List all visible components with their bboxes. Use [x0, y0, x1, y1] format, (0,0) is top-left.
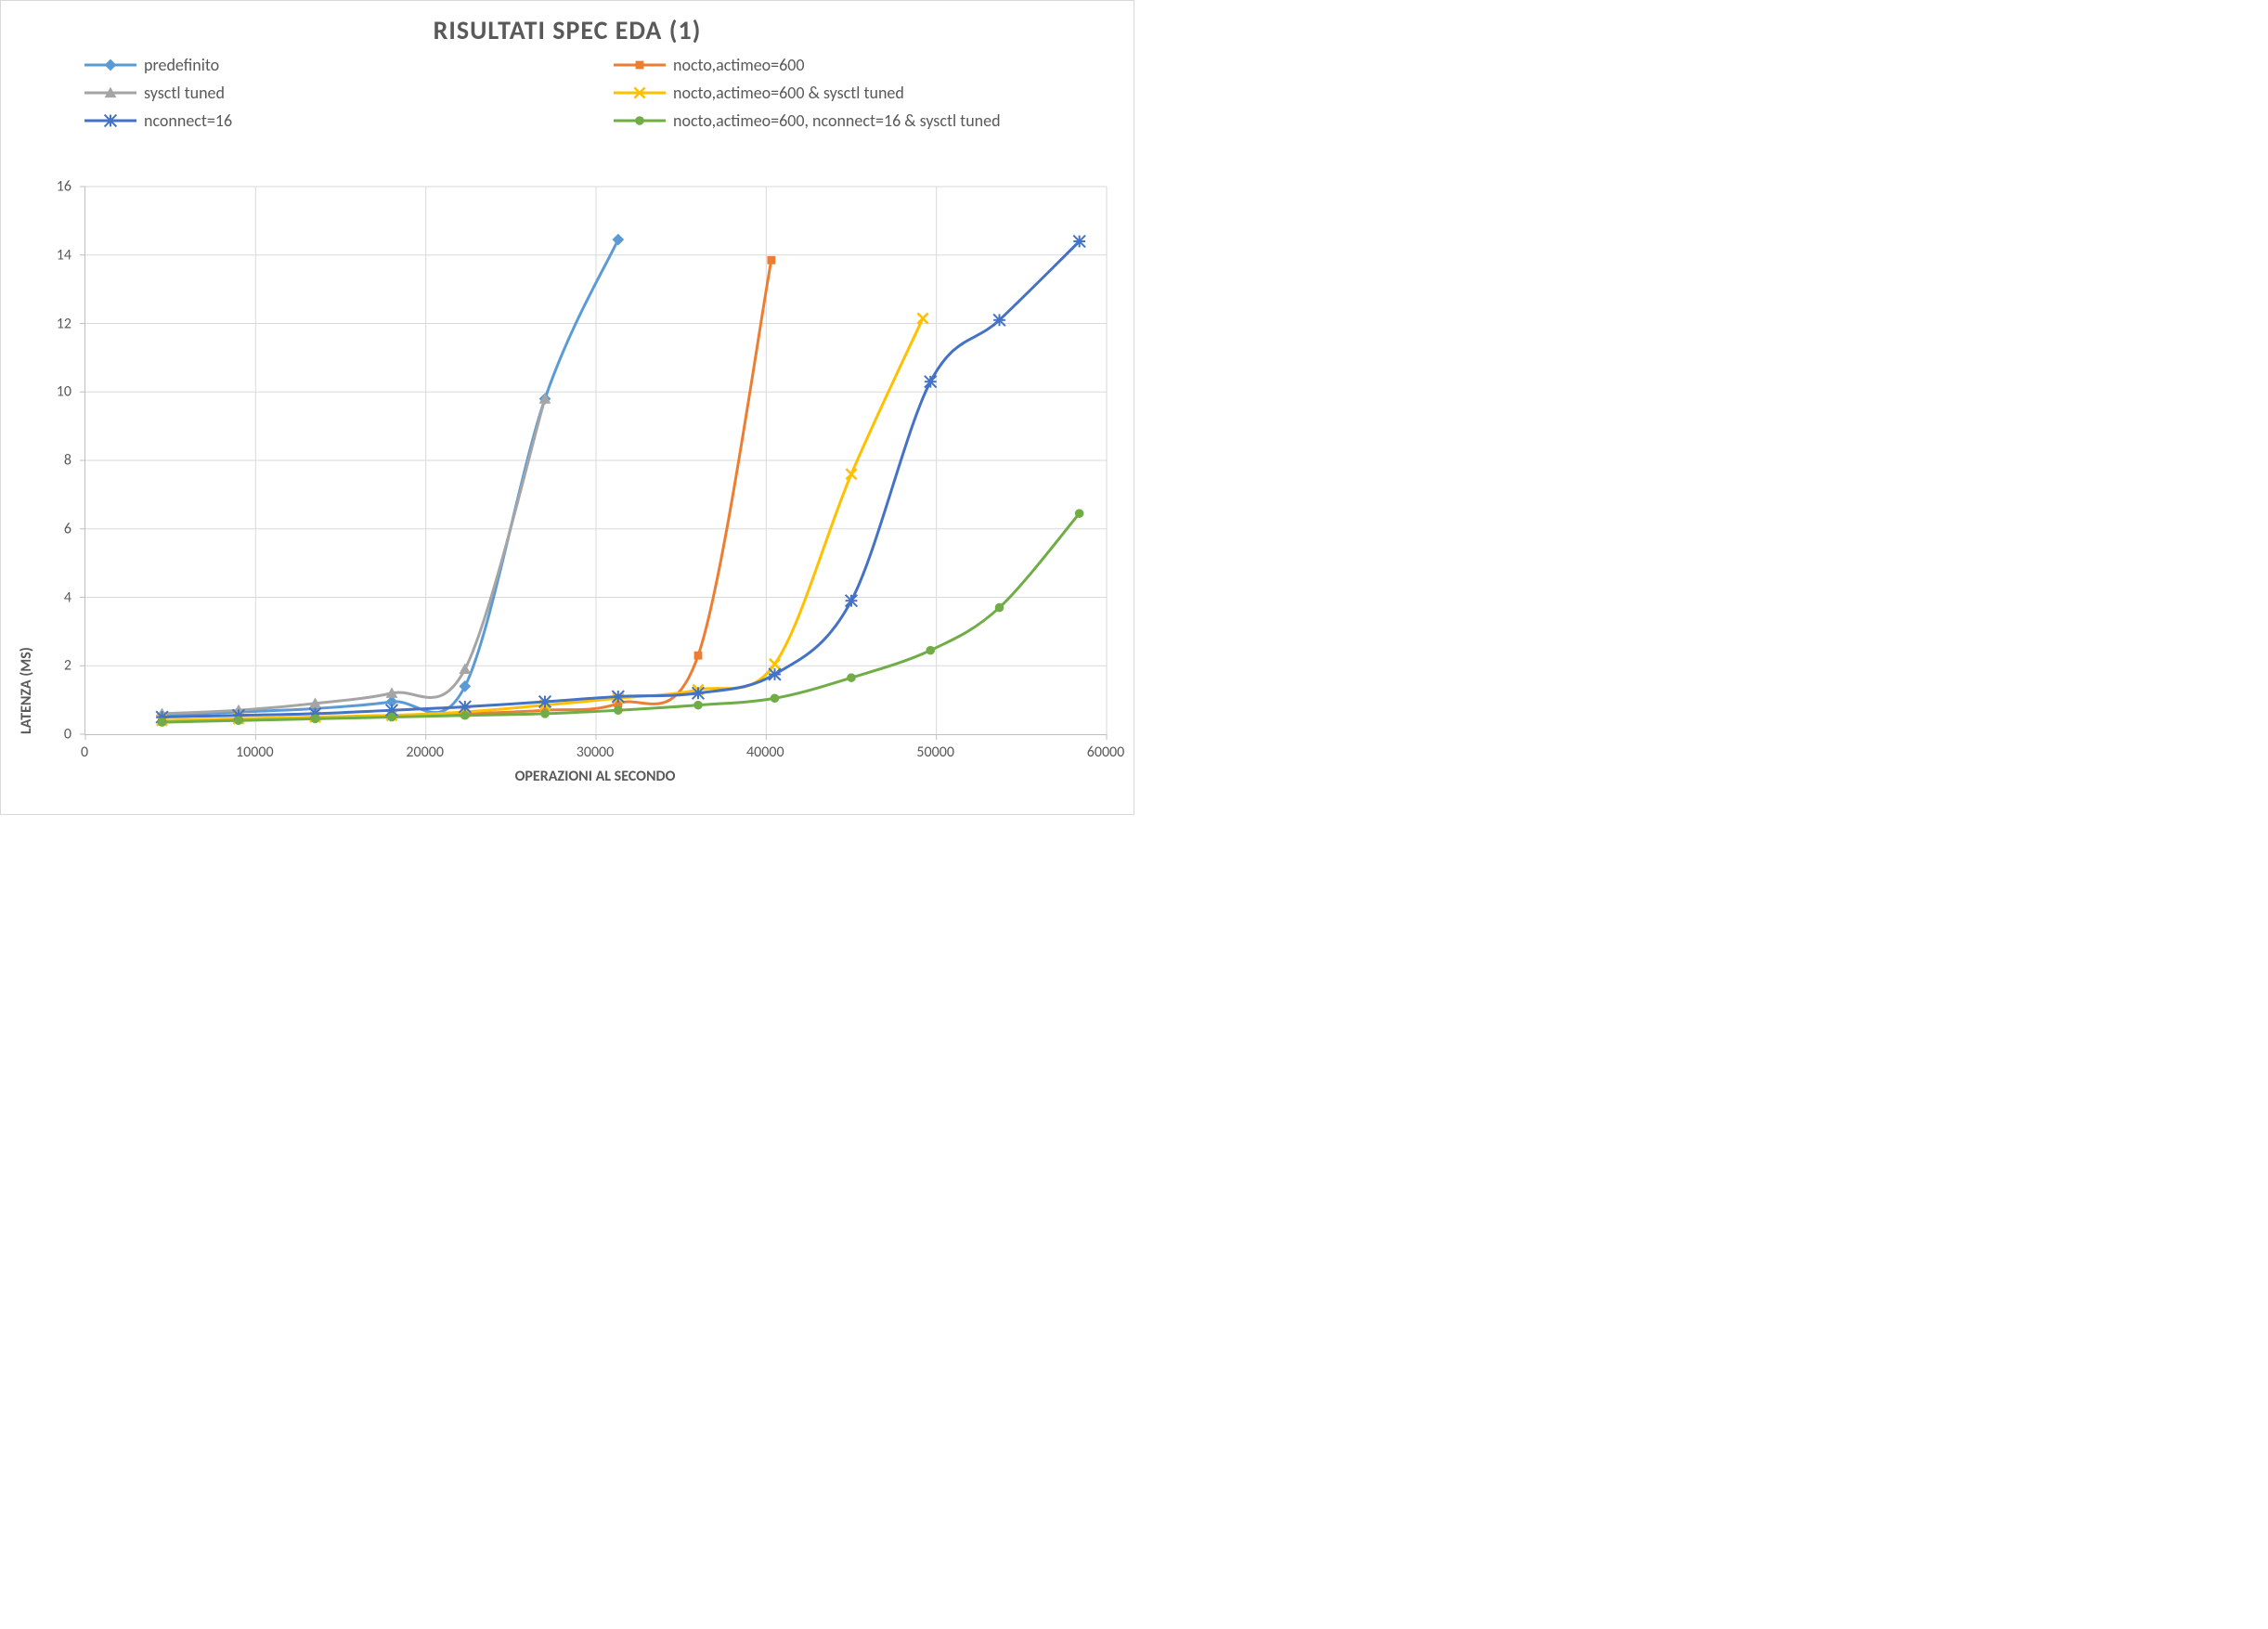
- legend-swatch: [614, 112, 666, 129]
- marker-circle: [771, 693, 780, 703]
- y-tick-label: 6: [64, 520, 71, 537]
- marker-asterisk: [612, 691, 624, 703]
- x-tick-label: 30000: [577, 743, 615, 761]
- series-line: [162, 318, 924, 720]
- legend-label: nconnect=16: [144, 110, 232, 131]
- series-line: [162, 239, 618, 716]
- marker-circle: [234, 716, 243, 725]
- series-line: [162, 260, 771, 720]
- marker-asterisk: [105, 115, 117, 127]
- y-tick-label: 12: [57, 315, 71, 332]
- legend-item: nocto,actimeo=600 & sysctl tuned: [614, 83, 1106, 103]
- x-tick-label: 60000: [1087, 743, 1125, 761]
- marker-circle: [540, 709, 550, 718]
- marker-circle: [635, 116, 644, 125]
- marker-circle: [847, 673, 856, 682]
- marker-circle: [311, 715, 320, 724]
- legend-label: predefinito: [144, 55, 219, 75]
- legend-swatch: [614, 57, 666, 73]
- x-tick-label: 0: [81, 743, 88, 761]
- legend-swatch: [84, 57, 136, 73]
- marker-x: [846, 469, 856, 479]
- x-tick-label: 10000: [236, 743, 274, 761]
- marker-circle: [158, 718, 167, 727]
- marker-diamond: [459, 680, 471, 692]
- plot-area: [84, 187, 1107, 735]
- legend-item: sysctl tuned: [84, 83, 577, 103]
- y-tick-label: 4: [64, 588, 71, 606]
- marker-circle: [460, 711, 470, 720]
- legend-item: nconnect=16: [84, 110, 577, 131]
- legend-label: nocto,actimeo=600, nconnect=16 & sysctl …: [673, 110, 1001, 131]
- chart-title: RISULTATI SPEC EDA (1): [1, 1, 1134, 46]
- y-axis-label: LATENZA (MS): [18, 187, 35, 734]
- legend-label: sysctl tuned: [144, 83, 225, 103]
- marker-square: [694, 652, 703, 660]
- marker-asterisk: [993, 314, 1005, 326]
- series-line: [162, 399, 546, 714]
- legend-label: nocto,actimeo=600 & sysctl tuned: [673, 83, 904, 103]
- y-tick-label: 2: [64, 657, 71, 675]
- x-tick-label: 50000: [916, 743, 954, 761]
- marker-asterisk: [925, 376, 937, 388]
- marker-diamond: [105, 59, 117, 71]
- marker-x: [770, 659, 780, 669]
- marker-diamond: [612, 234, 624, 246]
- marker-triangle: [459, 664, 471, 675]
- marker-square: [636, 61, 644, 70]
- y-tick-label: 10: [57, 383, 71, 401]
- marker-circle: [995, 603, 1004, 613]
- legend-swatch: [84, 112, 136, 129]
- legend-item: predefinito: [84, 55, 577, 75]
- legend: predefinito nocto,actimeo=600 sysctl tuned…: [84, 55, 1106, 131]
- y-tick-label: 14: [57, 246, 71, 264]
- plot-svg: [85, 187, 1107, 734]
- marker-circle: [926, 646, 935, 655]
- marker-circle: [387, 713, 396, 722]
- marker-asterisk: [1073, 236, 1085, 248]
- x-tick-label: 40000: [746, 743, 784, 761]
- marker-circle: [614, 705, 623, 715]
- legend-item: nocto,actimeo=600: [614, 55, 1106, 75]
- marker-square: [767, 256, 775, 265]
- marker-circle: [1075, 509, 1084, 518]
- y-tick-label: 0: [64, 726, 71, 743]
- marker-asterisk: [846, 595, 858, 607]
- legend-swatch: [614, 84, 666, 101]
- x-axis-label: OPERAZIONI AL SECONDO: [84, 768, 1106, 785]
- y-tick-label: 16: [57, 178, 71, 196]
- chart-container: RISULTATI SPEC EDA (1) predefinito nocto,…: [0, 0, 1134, 815]
- series-line: [162, 513, 1080, 722]
- marker-asterisk: [769, 668, 781, 680]
- legend-label: nocto,actimeo=600: [673, 55, 805, 75]
- marker-x: [917, 313, 927, 323]
- legend-item: nocto,actimeo=600, nconnect=16 & sysctl …: [614, 110, 1106, 131]
- marker-asterisk: [539, 696, 551, 708]
- y-tick-label: 8: [64, 452, 71, 470]
- legend-swatch: [84, 84, 136, 101]
- marker-asterisk: [693, 687, 705, 699]
- marker-circle: [693, 701, 703, 710]
- x-tick-label: 20000: [406, 743, 444, 761]
